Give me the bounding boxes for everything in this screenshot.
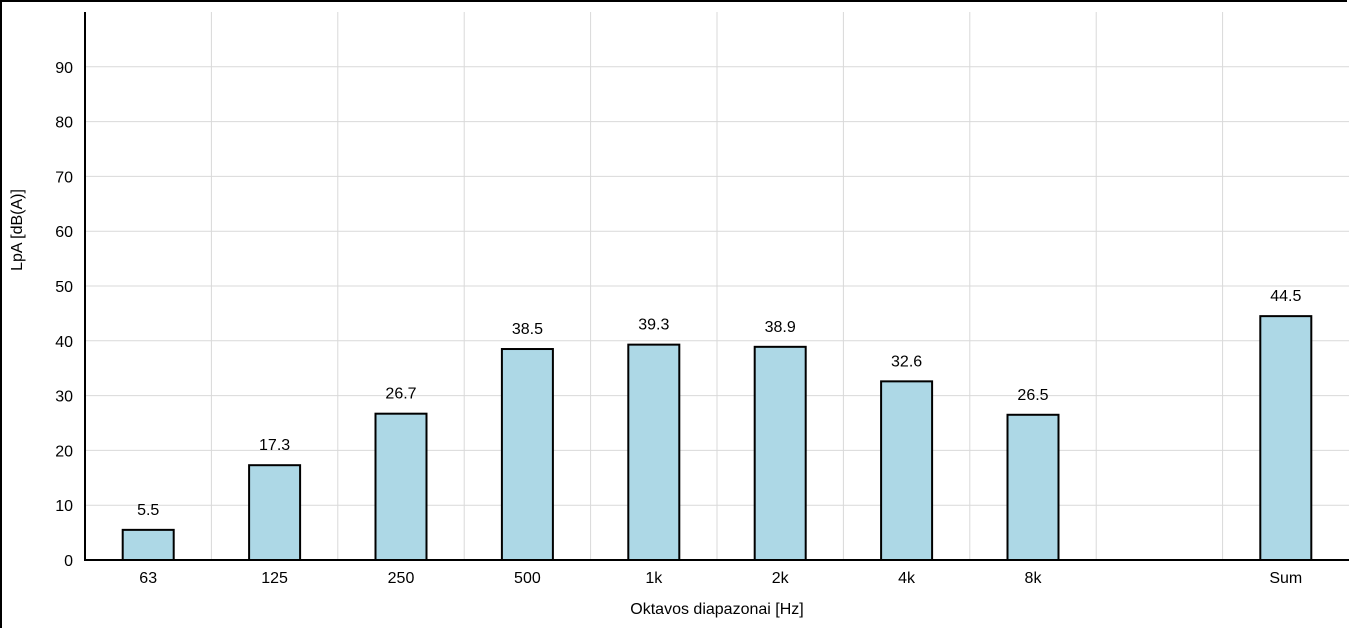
y-tick-label: 80 [55, 115, 73, 132]
y-tick-label: 50 [55, 279, 73, 296]
x-tick-label: 2k [772, 570, 790, 587]
bar [755, 347, 806, 560]
x-tick-label: 125 [261, 570, 288, 587]
y-tick-label: 30 [55, 389, 73, 406]
data-label: 26.5 [1017, 387, 1048, 404]
bar [249, 465, 300, 560]
x-tick-label: 250 [388, 570, 415, 587]
bar [1260, 316, 1311, 560]
x-tick-label: 8k [1025, 570, 1043, 587]
bar [502, 349, 553, 560]
y-axis-label: LpA [dB(A)] [9, 189, 26, 271]
data-label: 38.5 [512, 321, 543, 338]
x-tick-label: 500 [514, 570, 541, 587]
y-tick-label: 90 [55, 60, 73, 77]
bar [376, 414, 427, 560]
y-tick-label: 10 [55, 498, 73, 515]
bar [1008, 415, 1059, 560]
y-tick-label: 40 [55, 334, 73, 351]
bar [123, 530, 174, 560]
x-tick-label: Sum [1269, 570, 1302, 587]
y-tick-label: 20 [55, 443, 73, 460]
data-label: 32.6 [891, 353, 922, 370]
y-tick-label: 0 [64, 553, 73, 570]
data-labels: 5.5 17.3 26.7 38.5 39.3 38.9 32.6 26.5 44.5 [137, 288, 1301, 519]
bar [628, 345, 679, 560]
data-label: 5.5 [137, 502, 159, 519]
data-label: 17.3 [259, 437, 290, 454]
data-label: 39.3 [638, 317, 669, 334]
y-tick-label: 70 [55, 169, 73, 186]
x-axis-label: Oktavos diapazonai [Hz] [630, 601, 803, 618]
data-label: 26.7 [385, 386, 416, 403]
bar [881, 381, 932, 560]
x-tick-label: 1k [645, 570, 663, 587]
x-tick-label: 63 [139, 570, 157, 587]
x-tick-label: 4k [898, 570, 916, 587]
data-label: 44.5 [1270, 288, 1301, 305]
data-label: 38.9 [765, 319, 796, 336]
y-tick-label: 60 [55, 224, 73, 241]
